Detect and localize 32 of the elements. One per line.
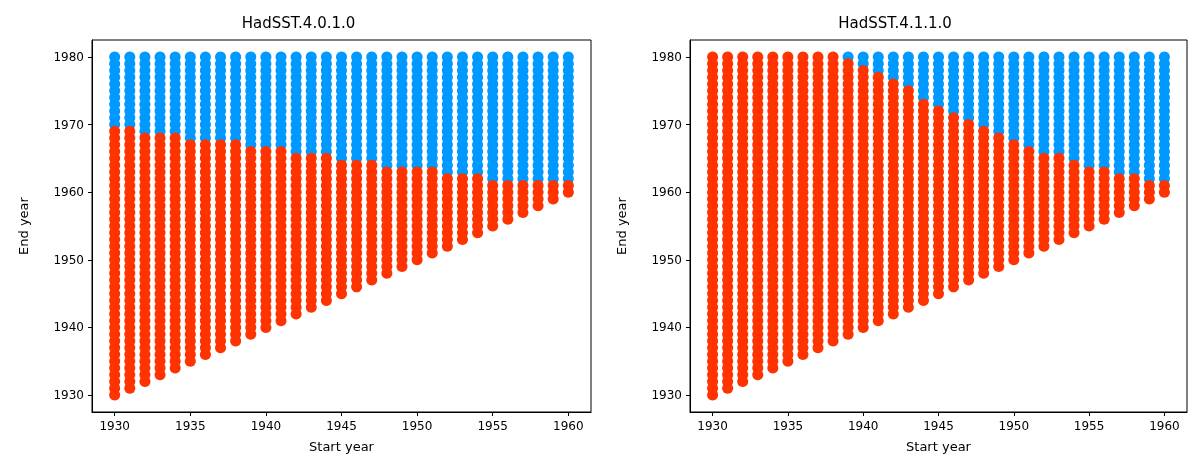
x-axis-title: Start year xyxy=(309,439,375,454)
x-tick-label: 1960 xyxy=(1149,419,1180,433)
x-tick-label: 1935 xyxy=(175,419,206,433)
y-tick-label: 1980 xyxy=(53,49,84,64)
y-tick-label: 1970 xyxy=(651,117,682,132)
x-tick-label: 1930 xyxy=(99,419,130,433)
y-tick-label: 1980 xyxy=(651,49,682,64)
chart-title: HadSST.4.1.1.0 xyxy=(838,13,952,32)
x-tick-label: 1930 xyxy=(697,419,728,433)
y-tick-label: 1950 xyxy=(651,252,682,267)
y-tick-label: 1960 xyxy=(651,185,682,200)
y-tick-label: 1930 xyxy=(651,388,682,403)
y-axis-title: End year xyxy=(16,196,31,255)
y-axis-title: End year xyxy=(614,196,629,255)
x-tick-label: 1960 xyxy=(553,419,584,433)
x-tick-label: 1945 xyxy=(923,419,954,433)
y-tick-label: 1930 xyxy=(53,388,84,403)
x-axis-title: Start year xyxy=(906,439,972,454)
y-tick-label: 1940 xyxy=(53,320,84,335)
x-tick-label: 1955 xyxy=(1073,419,1105,433)
x-tick-label: 1950 xyxy=(401,419,433,433)
x-tick-label: 1935 xyxy=(772,419,804,433)
x-tick-label: 1955 xyxy=(477,419,508,433)
y-tick-label: 1960 xyxy=(53,185,84,200)
x-tick-label: 1950 xyxy=(998,419,1030,433)
y-tick-label: 1970 xyxy=(53,117,84,132)
chart-title: HadSST.4.0.1.0 xyxy=(241,13,356,32)
y-tick-label: 1940 xyxy=(651,320,682,335)
y-tick-label: 1950 xyxy=(53,252,84,267)
x-tick-label: 1940 xyxy=(847,419,879,433)
x-tick-label: 1940 xyxy=(250,419,282,433)
x-tick-label: 1945 xyxy=(326,419,357,433)
